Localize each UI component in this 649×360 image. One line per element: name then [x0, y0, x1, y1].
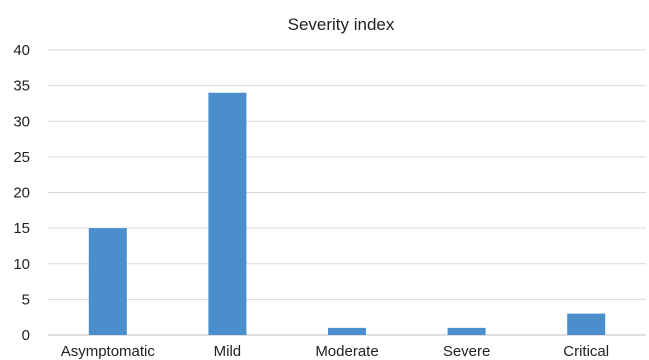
y-axis-ticks: 0 5 10 15 20 25 30 35 40: [13, 42, 30, 344]
bar-moderate: [328, 327, 366, 335]
y-tick-label: 30: [13, 113, 30, 130]
y-tick-label: 25: [13, 149, 30, 166]
x-category-label: Asymptomatic: [61, 343, 156, 360]
chart-title: Severity index: [288, 15, 395, 34]
y-tick-label: 40: [13, 42, 30, 59]
bar-asymptomatic: [88, 228, 127, 335]
x-category-label: Critical: [563, 343, 609, 360]
y-tick-label: 5: [22, 291, 30, 308]
x-category-label: Moderate: [315, 343, 378, 360]
y-tick-label: 20: [13, 185, 30, 202]
x-category-label: Mild: [214, 343, 242, 360]
x-axis-categories: Asymptomatic Mild Moderate Severe Critical: [61, 343, 609, 360]
y-tick-label: 15: [13, 220, 30, 237]
bar-mild: [208, 92, 247, 335]
y-tick-label: 10: [13, 256, 30, 273]
y-tick-label: 0: [22, 327, 30, 344]
gridlines: [48, 49, 646, 336]
bar-critical: [567, 313, 606, 335]
bar-severe: [447, 327, 486, 335]
x-category-label: Severe: [443, 343, 491, 360]
y-tick-label: 35: [13, 78, 30, 95]
bars: [88, 92, 606, 335]
